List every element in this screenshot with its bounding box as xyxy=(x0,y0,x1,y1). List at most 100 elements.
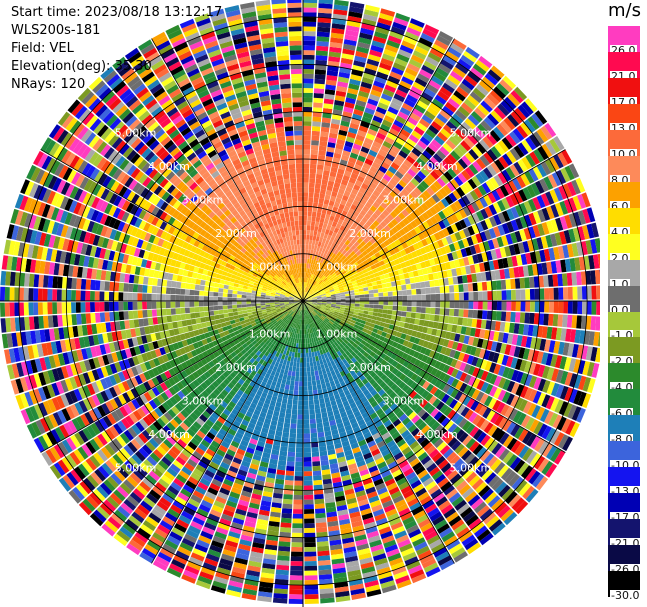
velocity-gate xyxy=(303,239,306,245)
velocity-gate xyxy=(331,272,336,277)
velocity-gate xyxy=(341,220,348,227)
velocity-gate xyxy=(406,155,416,165)
velocity-gate xyxy=(438,210,447,220)
velocity-gate xyxy=(470,111,483,123)
velocity-gate xyxy=(303,31,316,37)
velocity-gate xyxy=(421,64,435,75)
velocity-gate xyxy=(358,253,364,259)
velocity-gate xyxy=(370,389,378,397)
velocity-gate xyxy=(381,313,388,319)
velocity-gate xyxy=(304,537,316,543)
velocity-gate xyxy=(336,345,342,351)
velocity-gate xyxy=(413,351,420,359)
velocity-gate xyxy=(415,263,422,270)
velocity-gate xyxy=(466,318,473,327)
velocity-gate xyxy=(406,306,412,312)
velocity-gate xyxy=(577,226,586,241)
velocity-gate xyxy=(419,281,426,288)
velocity-gate xyxy=(392,186,401,195)
velocity-gate xyxy=(322,174,329,181)
velocity-gate xyxy=(366,354,373,361)
velocity-gate xyxy=(552,314,559,327)
velocity-gate xyxy=(304,565,318,571)
velocity-gate xyxy=(334,148,343,155)
velocity-gate xyxy=(503,511,518,526)
velocity-gate xyxy=(373,227,380,235)
velocity-gate xyxy=(347,262,353,268)
velocity-gate xyxy=(486,133,498,146)
velocity-gate xyxy=(388,324,395,330)
velocity-gate xyxy=(509,147,521,161)
velocity-gate xyxy=(363,72,375,80)
velocity-gate xyxy=(335,223,342,230)
velocity-gate xyxy=(311,303,317,306)
velocity-gate xyxy=(413,234,421,243)
velocity-gate xyxy=(548,301,554,313)
velocity-gate xyxy=(486,310,493,320)
velocity-gate xyxy=(364,158,374,166)
velocity-gate xyxy=(568,228,576,243)
velocity-gate xyxy=(366,338,373,345)
velocity-gate xyxy=(560,259,567,273)
velocity-gate xyxy=(332,18,346,25)
velocity-gate xyxy=(324,254,329,260)
velocity-gate xyxy=(449,42,465,54)
velocity-gate xyxy=(290,570,303,576)
velocity-gate xyxy=(308,258,312,264)
velocity-gate xyxy=(450,358,458,368)
velocity-gate xyxy=(359,209,367,217)
velocity-gate xyxy=(517,104,531,119)
velocity-gate xyxy=(421,354,429,363)
velocity-gate xyxy=(420,32,435,43)
velocity-gate xyxy=(420,332,427,340)
velocity-gate xyxy=(512,410,523,423)
velocity-gate xyxy=(461,534,476,547)
velocity-gate xyxy=(451,496,464,507)
velocity-gate xyxy=(318,318,322,323)
velocity-gate xyxy=(318,150,326,156)
velocity-gate xyxy=(522,448,534,462)
velocity-gate xyxy=(383,305,389,310)
velocity-gate xyxy=(425,294,431,301)
velocity-gate xyxy=(314,270,318,276)
velocity-gate xyxy=(515,384,524,397)
velocity-gate xyxy=(326,224,332,231)
velocity-gate xyxy=(304,527,316,533)
velocity-gate xyxy=(568,358,577,372)
velocity-gate xyxy=(531,238,539,251)
velocity-gate xyxy=(359,294,365,298)
velocity-gate xyxy=(449,203,459,213)
velocity-gate xyxy=(317,431,325,438)
velocity-gate xyxy=(429,156,440,167)
velocity-gate xyxy=(305,287,308,292)
velocity-gate xyxy=(356,237,363,244)
velocity-gate xyxy=(306,295,311,299)
velocity-gate xyxy=(462,275,468,284)
velocity-gate xyxy=(390,319,396,325)
velocity-gate xyxy=(506,356,514,368)
velocity-gate xyxy=(429,47,444,59)
velocity-gate xyxy=(321,412,328,418)
velocity-gate xyxy=(297,348,301,353)
velocity-gate xyxy=(394,435,404,444)
velocity-gate xyxy=(335,304,341,307)
velocity-gate xyxy=(312,470,322,476)
velocity-gate xyxy=(319,316,325,321)
velocity-gate xyxy=(289,432,297,439)
velocity-gate xyxy=(316,305,321,308)
velocity-gate xyxy=(552,414,563,429)
velocity-gate xyxy=(443,171,454,182)
velocity-gate xyxy=(329,289,335,293)
velocity-gate xyxy=(316,266,320,272)
velocity-gate xyxy=(354,55,367,63)
velocity-gate xyxy=(581,286,588,300)
velocity-gate xyxy=(306,268,308,273)
velocity-gate xyxy=(336,299,341,301)
velocity-gate xyxy=(306,288,310,293)
velocity-gate xyxy=(481,281,488,291)
velocity-gate xyxy=(303,88,313,93)
velocity-gate xyxy=(595,347,600,363)
velocity-gate xyxy=(290,418,297,424)
velocity-gate xyxy=(277,464,286,471)
velocity-gate xyxy=(449,260,456,269)
